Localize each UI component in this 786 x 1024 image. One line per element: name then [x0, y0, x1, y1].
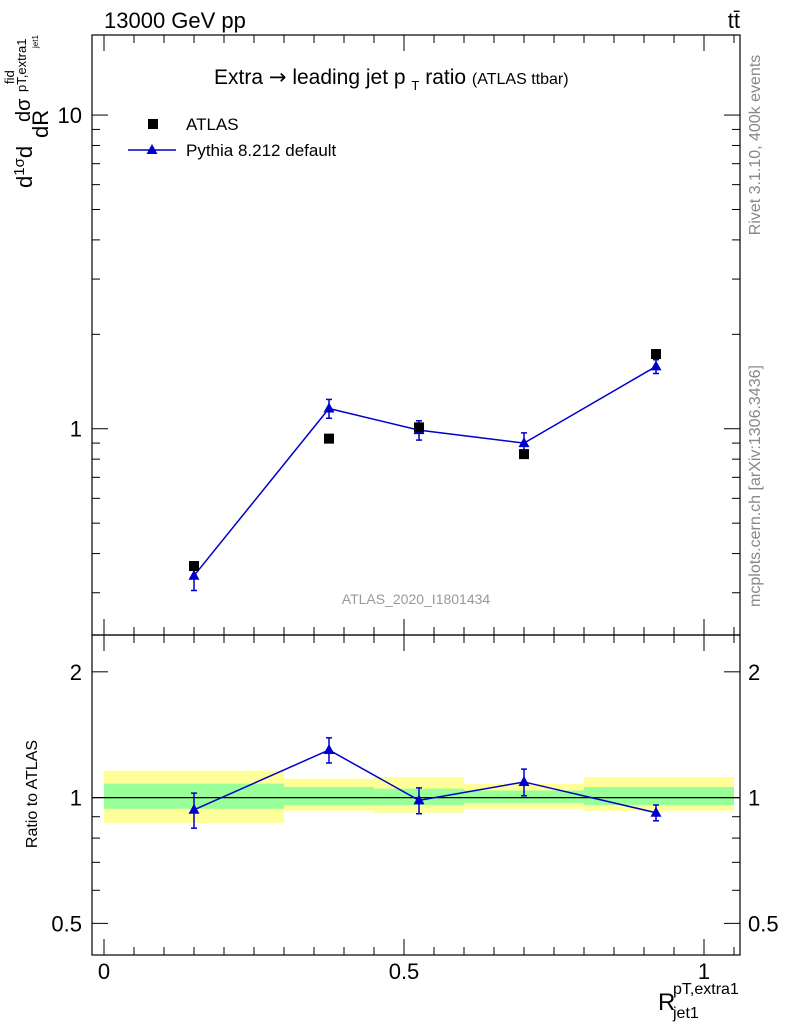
legend-atlas-marker: [148, 119, 158, 129]
rivet-label: Rivet 3.1.10, 400k events: [747, 55, 764, 236]
atlas-point: [189, 561, 199, 572]
watermark: ATLAS_2020_I1801434: [342, 591, 491, 607]
title-end: ratio: [425, 66, 466, 89]
legend-atlas-label: ATLAS: [186, 115, 239, 134]
svg-text:Extra → leading j: Extra → leading jet p T ratio (ATLAS ttb…: [214, 65, 569, 95]
ratio-y-label: Ratio to ATLAS: [24, 740, 41, 848]
ratio-y-tick-label-right: 2: [748, 660, 760, 685]
y-tick-label: 1: [70, 417, 82, 442]
svg-text:jet1: jet1: [31, 35, 40, 49]
x-label-main: R: [658, 989, 675, 1016]
y-tick-label: 10: [58, 103, 82, 128]
title-mid: leading jet p: [292, 66, 405, 89]
atlas-point: [519, 449, 529, 460]
ratio-y-tick-label-left: 0.5: [51, 911, 82, 936]
pythia-point: [188, 569, 200, 580]
svg-text:d1σd: d1σd: [11, 146, 37, 188]
title-subtitle: (ATLAS ttbar): [472, 71, 569, 88]
legend-pythia-label: Pythia 8.212 default: [186, 141, 337, 160]
x-tick-label: 1: [698, 959, 710, 984]
svg-text:dσ: dσ: [13, 98, 35, 122]
header-left: 13000 GeV pp: [104, 8, 246, 33]
svg-text:pT,extra1: pT,extra1: [14, 39, 29, 92]
band-green-3: [464, 790, 584, 804]
ratio-y-tick-label-left: 1: [70, 786, 82, 811]
y-axis-label: d1σd dσ fid pT,extra1 jet1 dR: [2, 35, 53, 188]
ratio-y-tick-label-right: 0.5: [748, 911, 779, 936]
pythia-point: [518, 437, 530, 448]
ratio-point: [188, 803, 200, 814]
atlas-point: [651, 349, 661, 360]
svg-text:fid: fid: [2, 70, 17, 84]
title-arrow: →: [269, 65, 287, 89]
band-green-1: [284, 787, 374, 806]
legend: ATLAS Pythia 8.212 default: [128, 115, 337, 160]
chart-title: Extra → leading jet p T ratio (ATLAS ttb…: [214, 65, 569, 95]
ratio-point: [413, 794, 425, 805]
x-label-sup: pT,extra1: [673, 981, 739, 998]
ratio-point: [323, 743, 335, 754]
pythia-line: [193, 365, 657, 577]
ratio-frame: [91, 634, 741, 956]
ratio-y-tick-label-left: 2: [70, 660, 82, 685]
ratio-plot: 0.5 0.5 1 1 2 2 0 0.5 1: [51, 634, 779, 984]
title-sub: T: [411, 78, 419, 93]
header-right: tt̄: [728, 8, 740, 33]
band-green-4: [584, 787, 734, 806]
x-label-sub: jet1: [672, 1005, 699, 1022]
title-main: Extra: [214, 66, 263, 89]
svg-text:R: R: [658, 989, 675, 1016]
ratio-y-tick-label-right: 1: [748, 786, 760, 811]
main-plot: 1 10 ATLAS Pythia 8.212 default: [58, 34, 741, 636]
svg-text:dR: dR: [28, 110, 53, 138]
ratio-point: [518, 775, 530, 786]
x-tick-label: 0: [98, 959, 110, 984]
x-tick-label: 0.5: [389, 959, 420, 984]
pythia-point: [323, 402, 335, 413]
mcplots-label: mcplots.cern.ch [arXiv:1306.3436]: [747, 365, 764, 607]
x-axis-label: R pT,extra1 jet1: [658, 981, 739, 1022]
atlas-point: [324, 433, 334, 444]
atlas-point: [414, 422, 424, 433]
ratio-point: [650, 806, 662, 817]
pythia-point: [650, 360, 662, 371]
legend-pythia-marker: [146, 144, 158, 154]
